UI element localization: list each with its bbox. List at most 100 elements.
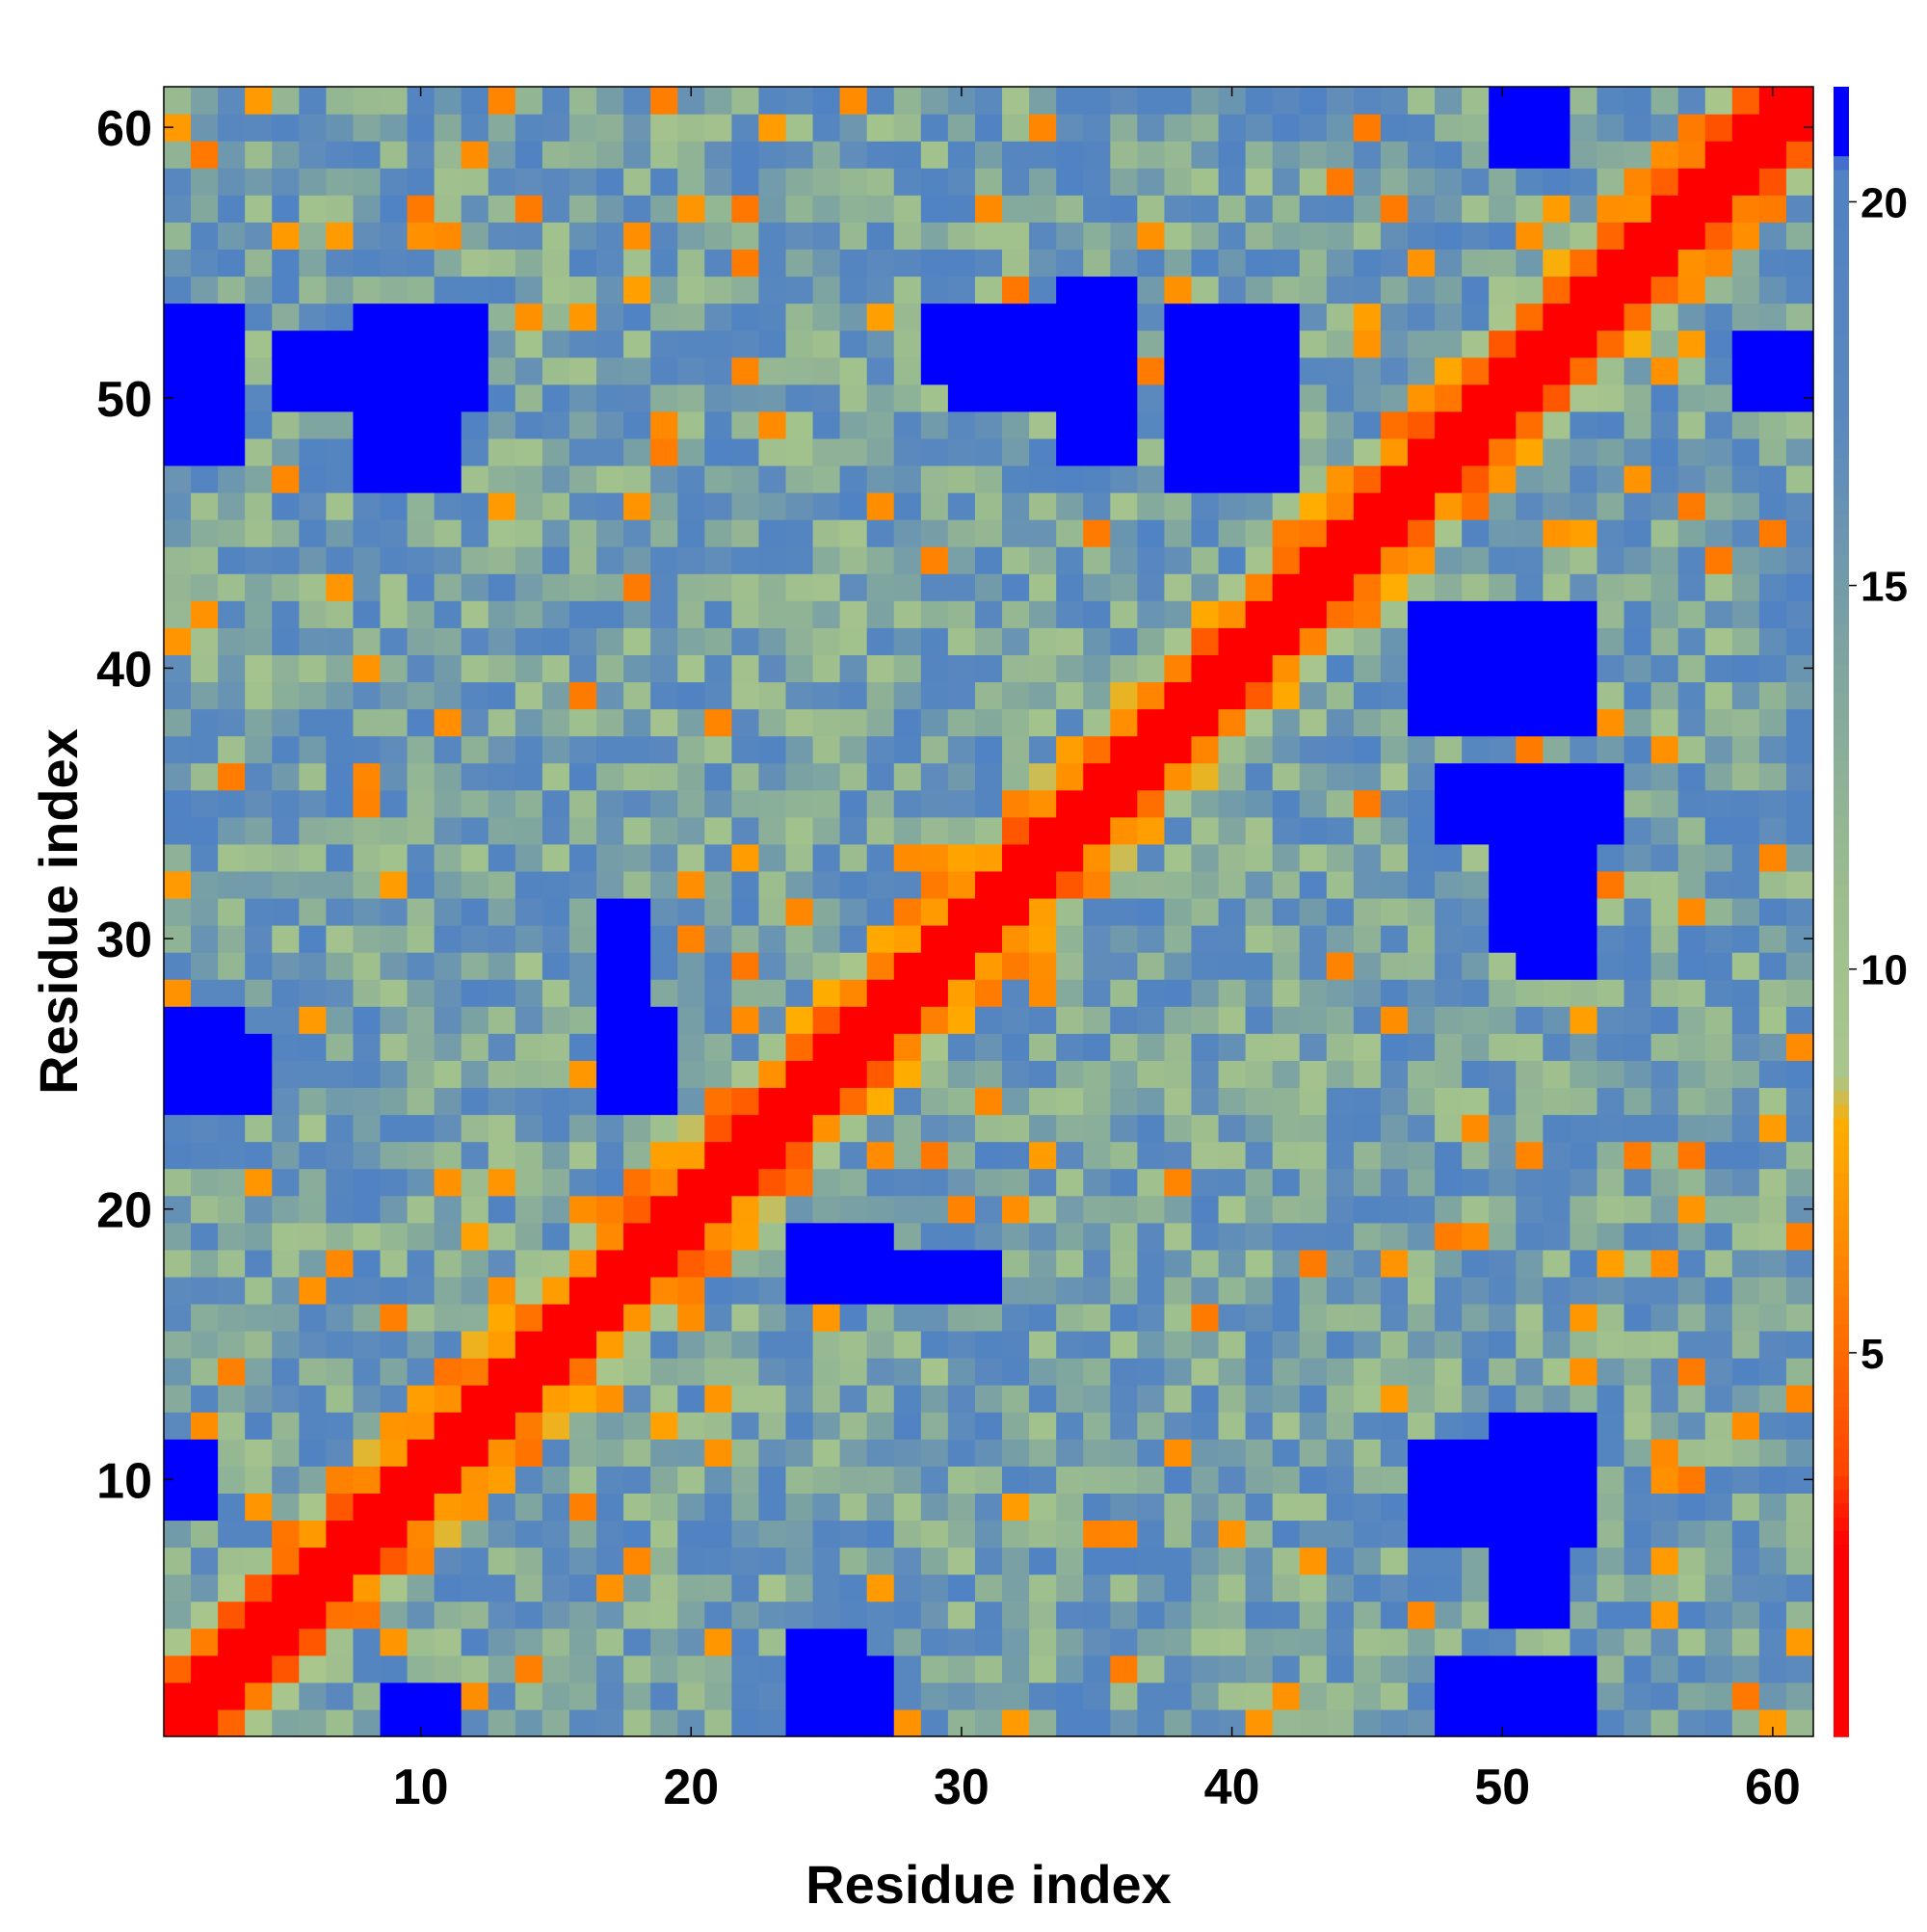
heatmap-cell	[785, 1358, 814, 1386]
heatmap-cell	[1462, 1681, 1490, 1710]
heatmap-cell	[812, 1168, 841, 1197]
heatmap-cell	[353, 491, 382, 520]
heatmap-cell	[1408, 1601, 1436, 1629]
heatmap-cell	[434, 1303, 462, 1332]
heatmap-cell	[1110, 735, 1138, 764]
colorbar-segment	[1834, 1654, 1849, 1669]
heatmap-cell	[839, 789, 868, 818]
heatmap-cell	[1326, 979, 1355, 1007]
heatmap-cell	[272, 330, 300, 358]
colorbar-segment	[1834, 1076, 1849, 1092]
colorbar-segment	[1834, 609, 1849, 624]
heatmap-cell	[541, 1303, 570, 1332]
heatmap-cell	[434, 303, 462, 331]
colorbar-segment	[1834, 1173, 1849, 1188]
heatmap-cell	[218, 1195, 246, 1224]
heatmap-cell	[1677, 222, 1706, 250]
colorbar-segment	[1834, 485, 1849, 500]
heatmap-cell	[541, 573, 570, 601]
heatmap-cell	[758, 1033, 787, 1061]
heatmap-cell	[650, 1195, 678, 1224]
heatmap-cell	[677, 816, 705, 845]
heatmap-cell	[677, 330, 705, 358]
heatmap-cell	[1677, 1547, 1706, 1575]
heatmap-cell	[1218, 491, 1247, 520]
heatmap-cell	[191, 519, 219, 547]
heatmap-cell	[1245, 1681, 1274, 1710]
heatmap-cell	[299, 762, 327, 791]
heatmap-cell	[191, 1574, 219, 1602]
heatmap-cell	[1137, 1033, 1166, 1061]
heatmap-cell	[1677, 816, 1706, 845]
heatmap-cell	[488, 546, 516, 574]
heatmap-cell	[1245, 1276, 1274, 1305]
heatmap-cell	[1272, 627, 1301, 655]
heatmap-cell	[893, 1195, 922, 1224]
heatmap-cell	[1083, 925, 1111, 953]
heatmap-cell	[812, 952, 841, 980]
heatmap-cell	[1353, 330, 1382, 358]
heatmap-cell	[1245, 1654, 1274, 1683]
heatmap-cell	[541, 1033, 570, 1061]
heatmap-cell	[623, 1087, 651, 1116]
heatmap-cell	[1462, 1331, 1490, 1359]
heatmap-cell	[1272, 1331, 1301, 1359]
heatmap-cell	[218, 1060, 246, 1089]
colorbar-segment	[1834, 705, 1849, 721]
heatmap-cell	[1489, 816, 1517, 845]
heatmap-cell	[1137, 681, 1166, 710]
heatmap-cell	[1408, 1654, 1436, 1683]
heatmap-cell	[1245, 979, 1274, 1007]
heatmap-cell	[677, 1358, 705, 1386]
heatmap-cell	[1462, 276, 1490, 304]
heatmap-cell	[1435, 654, 1463, 683]
heatmap-cell	[299, 1168, 327, 1197]
heatmap-cell	[326, 789, 355, 818]
heatmap-cell	[758, 1574, 787, 1602]
heatmap-cell	[1570, 1060, 1598, 1089]
heatmap-cell	[974, 1006, 1003, 1034]
heatmap-cell	[1435, 195, 1463, 223]
heatmap-cell	[596, 1060, 624, 1089]
heatmap-cell	[650, 1331, 678, 1359]
heatmap-cell	[461, 1601, 489, 1629]
heatmap-cell	[1731, 141, 1760, 169]
heatmap-cell	[1489, 1547, 1517, 1575]
heatmap-cell	[1137, 276, 1166, 304]
heatmap-cell	[1408, 1358, 1436, 1386]
heatmap-cell	[218, 979, 246, 1007]
heatmap-cell	[650, 1412, 678, 1440]
heatmap-cell	[947, 491, 976, 520]
heatmap-cell	[407, 1303, 436, 1332]
heatmap-cell	[623, 925, 651, 953]
heatmap-cells	[164, 87, 1814, 1737]
heatmap-cell	[1245, 762, 1274, 791]
heatmap-cell	[568, 1168, 597, 1197]
heatmap-cell	[785, 952, 814, 980]
heatmap-cell	[1299, 1654, 1328, 1683]
heatmap-cell	[353, 843, 382, 872]
heatmap-cell	[218, 222, 246, 250]
heatmap-cell	[1677, 437, 1706, 466]
heatmap-cell	[893, 735, 922, 764]
colorbar-segment	[1834, 980, 1849, 995]
heatmap-cell	[1543, 1574, 1571, 1602]
heatmap-cell	[1570, 735, 1598, 764]
heatmap-cell	[1002, 600, 1030, 628]
heatmap-cell	[893, 546, 922, 574]
heatmap-cell	[1650, 1628, 1679, 1656]
heatmap-cell	[515, 654, 543, 683]
heatmap-cell	[731, 168, 760, 196]
heatmap-cell	[1462, 573, 1490, 601]
heatmap-cell	[1245, 168, 1274, 196]
heatmap-cell	[1785, 627, 1814, 655]
heatmap-cell	[326, 1358, 355, 1386]
heatmap-cell	[1353, 222, 1382, 250]
heatmap-cell	[1272, 1681, 1301, 1710]
heatmap-cell	[1543, 384, 1571, 412]
heatmap-cell	[245, 1060, 273, 1089]
heatmap-cell	[1380, 654, 1409, 683]
heatmap-cell	[893, 87, 922, 115]
heatmap-cell	[677, 708, 705, 737]
heatmap-cell	[1002, 1574, 1030, 1602]
